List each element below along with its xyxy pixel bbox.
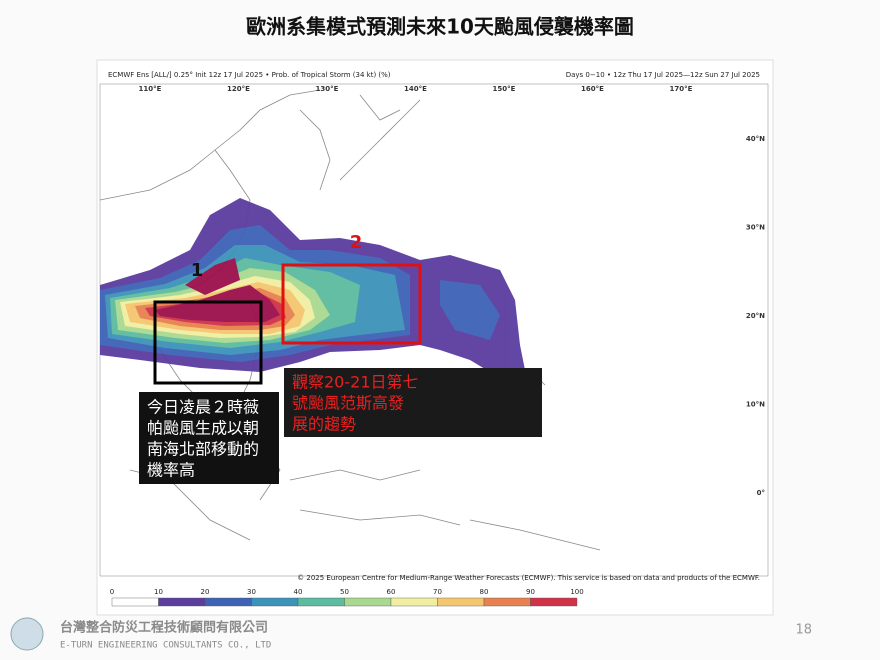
colorbar-tick-label: 40 [294,588,303,596]
colorbar-tick-label: 60 [387,588,396,596]
latitude-labels: 40°N 30°N 20°N 10°N 0° [746,135,765,497]
colorbar-tick-label: 90 [526,588,535,596]
colorbar-segment [530,597,578,607]
map-copyright: © 2025 European Centre for Medium-Range … [297,574,760,582]
colorbar-segment [204,597,252,607]
longitude-label: 120°E [227,85,250,93]
note-box [284,368,542,437]
highlight-box-red [281,263,422,345]
colorbar: 0 10 20 30 40 50 60 70 80 90 100 [110,588,584,607]
colorbar-segment [297,597,345,607]
colorbar-segment [437,597,485,607]
colorbar-tick-label: 50 [340,588,349,596]
latitude-label: 0° [757,489,765,497]
latitude-label: 30°N [746,224,765,232]
company-name: 台灣整合防災工程技術顧問有限公司 [60,620,268,636]
marker-label: 2 [350,232,363,253]
colorbar-segment [158,597,206,607]
colorbar-tick-label: 0 [110,588,114,596]
colorbar-tick-label: 80 [480,588,489,596]
map-header-left: ECMWF Ens [ALL/] 0.25° Init 12z 17 Jul 2… [108,71,391,79]
note-line: 觀察20-21日第七 [292,373,419,392]
colorbar-segment [251,597,299,607]
latitude-label: 10°N [746,401,765,409]
note-line: 帕颱風生成以朝 [147,419,259,438]
slide-title: 歐洲系集模式預測未來10天颱風侵襲機率圖 [246,15,634,39]
longitude-label: 150°E [493,85,516,93]
note-line: 南海北部移動的 [147,440,259,459]
colorbar-segment [344,597,392,607]
latitude-label: 20°N [746,312,765,320]
longitude-label: 110°E [139,85,162,93]
page-number: 18 [795,623,812,638]
colorbar-tick-label: 100 [570,588,583,596]
map: ECMWF Ens [ALL/] 0.25° Init 12z 17 Jul 2… [96,59,774,616]
longitude-label: 170°E [670,85,693,93]
colorbar-tick-label: 70 [433,588,442,596]
longitude-label: 130°E [316,85,339,93]
note-line: 展的趨勢 [292,415,356,434]
logo [10,617,44,651]
note-box [139,392,279,484]
note-line: 機率高 [147,461,195,480]
colorbar-segment [111,597,159,607]
colorbar-segment [483,597,531,607]
probability-field [100,198,525,375]
longitude-label: 140°E [404,85,427,93]
colorbar-tick-label: 20 [201,588,210,596]
colorbar-segment [390,597,438,607]
note-line: 號颱風范斯高發 [292,394,404,413]
latitude-label: 40°N [746,135,765,143]
colorbar-tick-label: 10 [154,588,163,596]
map-header-right: Days 0−10 • 12z Thu 17 Jul 2025—12z Sun … [566,71,760,79]
longitude-label: 160°E [581,85,604,93]
note-line: 今日凌晨２時薇 [147,398,259,417]
longitude-labels: 110°E 120°E 130°E 140°E 150°E 160°E 170°E [139,85,693,93]
footer: 台灣整合防災工程技術顧問有限公司 E-TURN ENGINEERING CONS… [10,617,812,651]
highlight-box-black [153,300,263,385]
marker-label: 1 [191,260,204,281]
company-name-en: E-TURN ENGINEERING CONSULTANTS CO., LTD [60,641,271,651]
colorbar-tick-label: 30 [247,588,256,596]
